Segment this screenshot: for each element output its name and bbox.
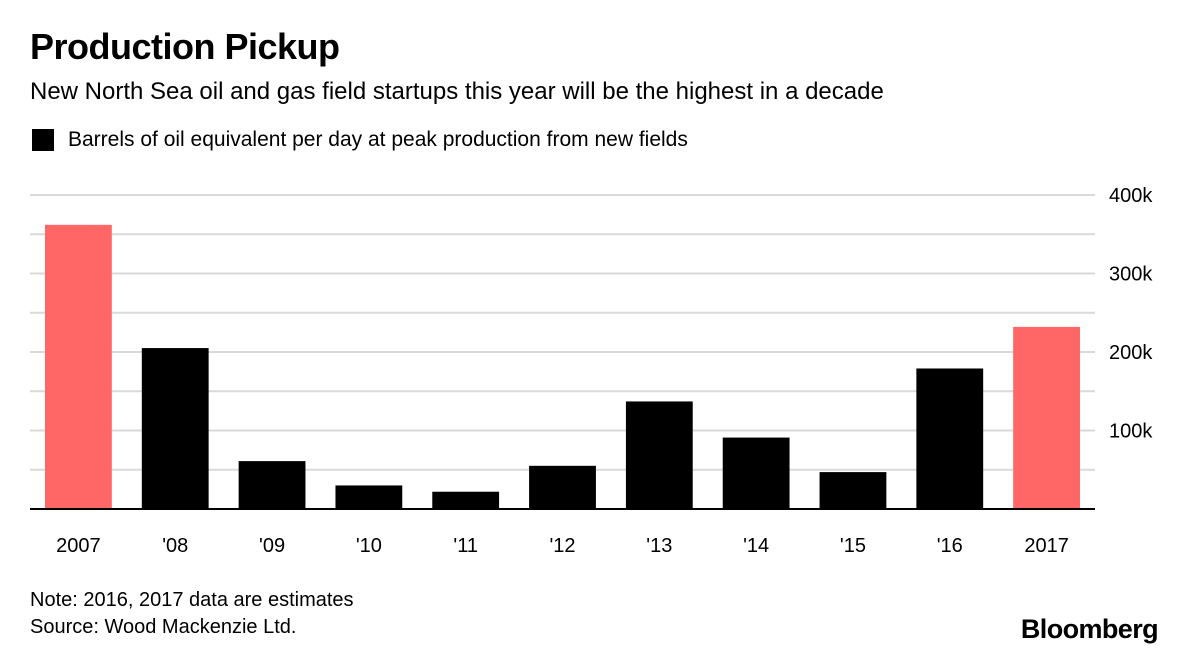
bar-15 (819, 472, 887, 509)
source-credit: Source: Wood Mackenzie Ltd. (30, 616, 297, 638)
bar-08 (141, 348, 209, 509)
y-tick-label: 300k (1109, 264, 1153, 286)
bar-13 (625, 401, 693, 509)
bar-2007 (45, 224, 112, 509)
x-tick-label: '14 (743, 535, 769, 557)
bar-2017 (1013, 326, 1080, 509)
footnote: Note: 2016, 2017 data are estimates (30, 589, 354, 611)
legend: Barrels of oil equivalent per day at pea… (32, 128, 688, 152)
x-tick-label: '08 (162, 535, 188, 557)
bar-14 (722, 437, 790, 509)
y-tick-label: 400k (1109, 185, 1153, 207)
chart-subtitle: New North Sea oil and gas field startups… (30, 78, 884, 105)
y-tick-label: 100k (1109, 421, 1153, 443)
x-tick-label: '15 (840, 535, 866, 557)
legend-swatch (32, 129, 54, 151)
x-tick-label: '12 (549, 535, 575, 557)
bar-11 (432, 491, 500, 509)
chart-title: Production Pickup (30, 26, 340, 67)
x-tick-label: '10 (356, 535, 382, 557)
bar-09 (238, 461, 306, 509)
x-tick-label: '09 (259, 535, 285, 557)
x-tick-label: 2007 (56, 535, 101, 557)
bars (45, 224, 1080, 509)
bloomberg-logo: Bloomberg (1020, 614, 1159, 644)
legend-label: Barrels of oil equivalent per day at pea… (68, 128, 688, 151)
x-axis-ticks: 2007 '08 '09 '10 '11 '12 '13 '14 '15 '16 2017 (56, 535, 1069, 557)
bar-16 (916, 368, 984, 509)
x-tick-label: '16 (937, 535, 963, 557)
bar-12 (529, 465, 596, 509)
x-tick-label: '13 (646, 535, 672, 557)
x-tick-label: 2017 (1024, 535, 1069, 557)
y-tick-label: 200k (1109, 342, 1153, 364)
y-axis-ticks: 100k 200k 300k 400k (1109, 185, 1153, 443)
x-tick-label: '11 (453, 535, 478, 557)
bar-10 (335, 485, 403, 509)
